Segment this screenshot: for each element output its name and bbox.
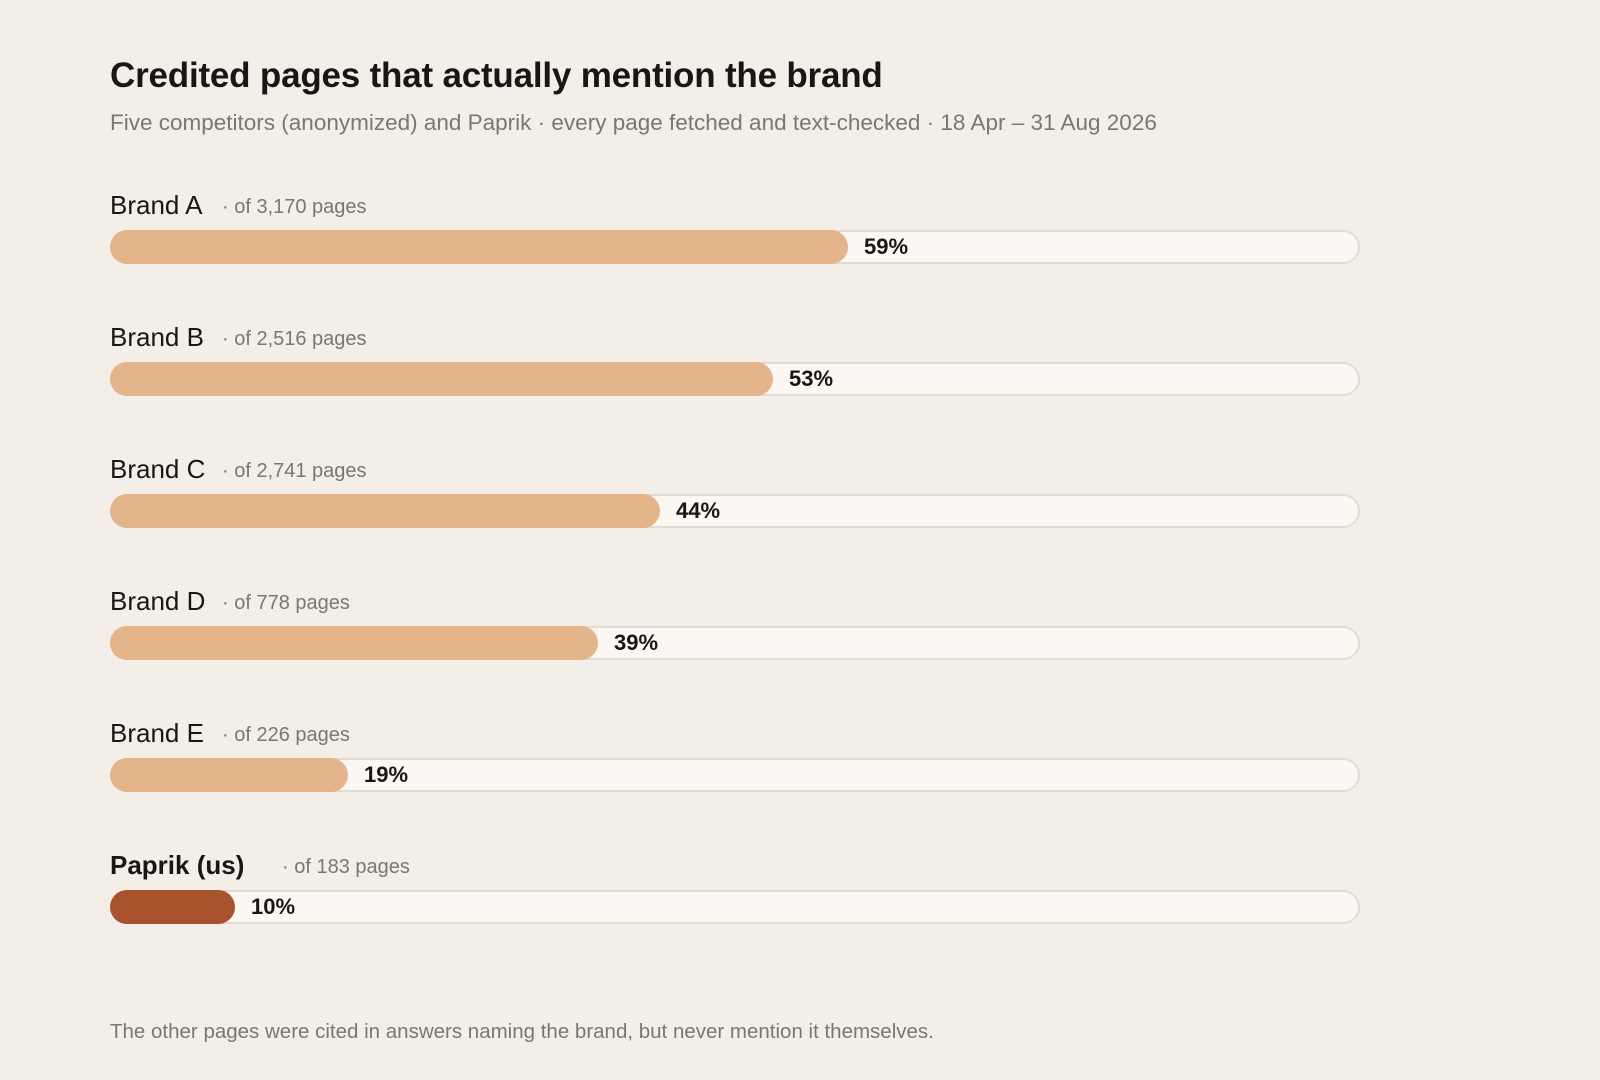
value-label: 19% bbox=[364, 762, 409, 787]
bar-row: Paprik (us) · of 183 pages 10% bbox=[110, 848, 1360, 980]
category-label: Paprik (us) bbox=[110, 850, 245, 880]
page-total-label: · of 2,516 pages bbox=[222, 328, 367, 350]
bar-row-header: Brand E · of 226 pages bbox=[110, 716, 1360, 756]
bar-row: Brand E · of 226 pages 19% bbox=[110, 716, 1360, 848]
bar-row-header: Brand B · of 2,516 pages bbox=[110, 320, 1360, 360]
bar-row: Brand D · of 778 pages 39% bbox=[110, 584, 1360, 716]
page-total-label: · of 778 pages bbox=[222, 592, 350, 614]
value-label: 10% bbox=[251, 894, 296, 919]
bar-row: Brand A · of 3,170 pages 59% bbox=[110, 188, 1360, 320]
bar-row: Brand B · of 2,516 pages 53% bbox=[110, 320, 1360, 452]
category-label: Brand C bbox=[110, 454, 206, 484]
bar-track: 19% bbox=[110, 758, 1360, 792]
category-label: Brand A bbox=[110, 190, 203, 220]
bar bbox=[110, 362, 773, 396]
value-label: 39% bbox=[614, 630, 659, 655]
highlight-bar bbox=[110, 890, 235, 924]
bar-track: 59% bbox=[110, 230, 1360, 264]
chart-subtitle: Five competitors (anonymized) and Paprik… bbox=[110, 110, 1157, 135]
bar-track: 39% bbox=[110, 626, 1360, 660]
value-label: 53% bbox=[789, 366, 834, 391]
bar-track: 10% bbox=[110, 890, 1360, 924]
category-label: Brand E bbox=[110, 718, 204, 748]
bar-rows: Brand A · of 3,170 pages 59% Brand B · of 2,… bbox=[110, 188, 1360, 980]
page-total-label: · of 3,170 pages bbox=[222, 196, 367, 218]
category-label: Brand B bbox=[110, 322, 204, 352]
bar-track: 53% bbox=[110, 362, 1360, 396]
bar bbox=[110, 494, 660, 528]
bar-row-header: Brand D · of 778 pages bbox=[110, 584, 1360, 624]
bar-row-header: Brand C · of 2,741 pages bbox=[110, 452, 1360, 492]
bar bbox=[110, 758, 348, 792]
chart-footnote: The other pages were cited in answers na… bbox=[110, 1020, 934, 1043]
page-total-label: · of 2,741 pages bbox=[222, 460, 367, 482]
value-label: 44% bbox=[676, 498, 721, 523]
bar-row-header: Brand A · of 3,170 pages bbox=[110, 188, 1360, 228]
page-total-label: · of 226 pages bbox=[222, 724, 350, 746]
value-label: 59% bbox=[864, 234, 909, 259]
category-label: Brand D bbox=[110, 586, 206, 616]
page-total-label: · of 183 pages bbox=[282, 856, 410, 878]
bar-row-header: Paprik (us) · of 183 pages bbox=[110, 848, 1360, 888]
bar-track: 44% bbox=[110, 494, 1360, 528]
bar-row: Brand C · of 2,741 pages 44% bbox=[110, 452, 1360, 584]
chart-title: Credited pages that actually mention the… bbox=[110, 56, 883, 95]
bar bbox=[110, 230, 848, 264]
bar bbox=[110, 626, 598, 660]
